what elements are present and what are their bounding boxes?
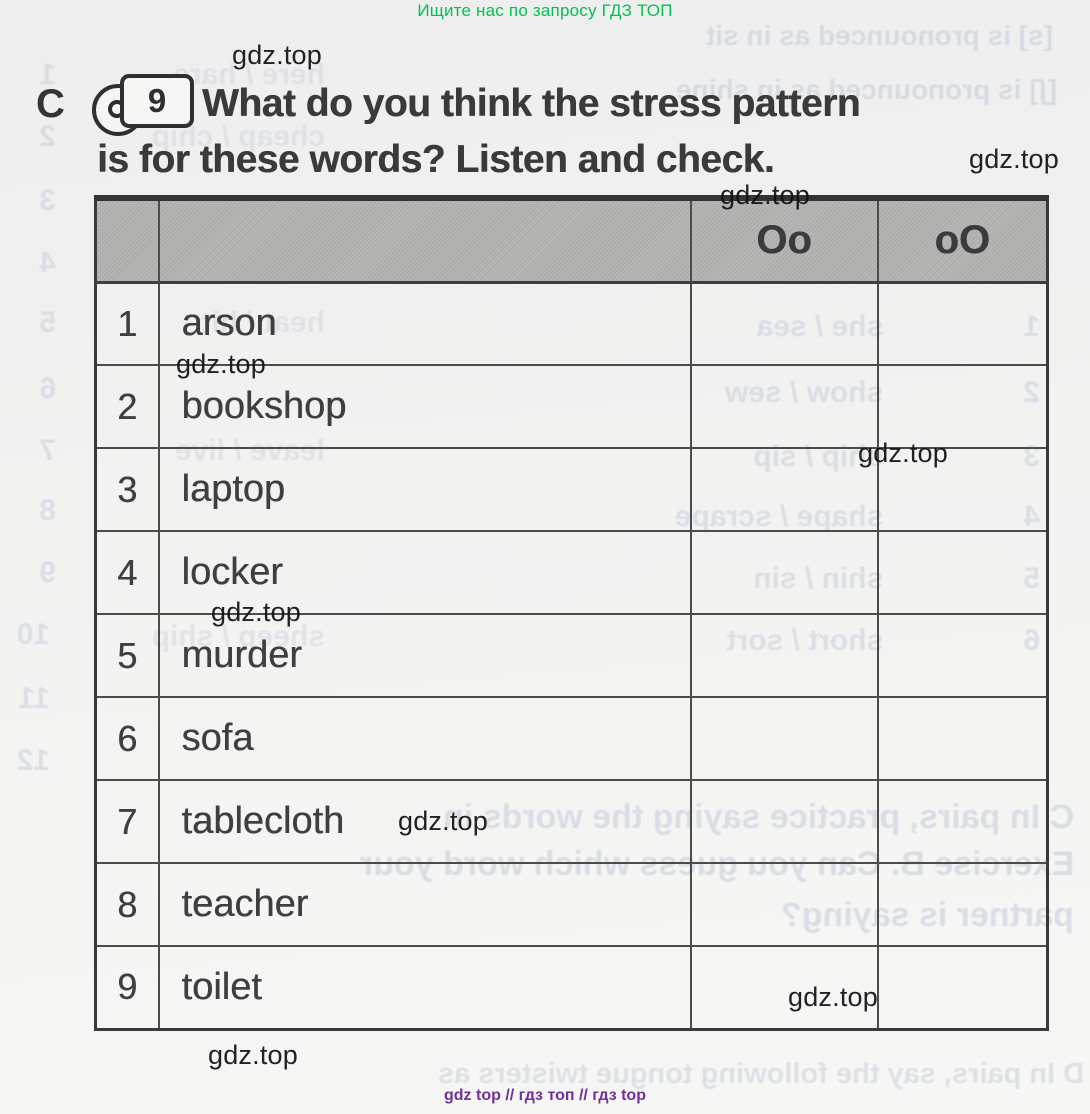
row-word: locker xyxy=(157,530,692,615)
cell-oO xyxy=(876,530,1049,615)
row-word: sofa xyxy=(157,696,692,781)
header-cell-oo: Oo xyxy=(689,197,879,284)
cell-oo xyxy=(689,364,879,449)
table-row: 9 toilet xyxy=(94,945,1049,1030)
row-word: murder xyxy=(157,613,692,698)
cell-oo xyxy=(689,530,879,615)
cell-oO xyxy=(876,281,1049,366)
bleed-left-number: 4 xyxy=(39,246,56,279)
table-row: 6 sofa xyxy=(94,696,1049,781)
bleed-left-number: 11 xyxy=(18,682,50,715)
watermark-gdztop: gdz.top xyxy=(858,438,948,468)
table-row: 8 teacher xyxy=(94,862,1049,947)
row-number: 3 xyxy=(94,447,160,532)
bleed-left-number: 7 xyxy=(39,434,56,467)
bleed-left-number: 9 xyxy=(39,556,56,589)
promo-banner: Ищите нас по запросу ГДЗ ТОП xyxy=(417,1,673,20)
bleed-left-number: 6 xyxy=(39,372,56,405)
table-row: 4 locker xyxy=(94,530,1049,615)
table-row: 3 laptop xyxy=(94,447,1049,532)
header-cell-oO: oO xyxy=(876,197,1049,284)
watermark-gdztop: gdz.top xyxy=(788,982,878,1012)
cell-oo xyxy=(689,447,879,532)
row-number: 6 xyxy=(94,696,160,781)
cell-oO xyxy=(876,364,1049,449)
exercise-title-line2: is for these words? Listen and check. xyxy=(97,138,775,181)
row-number: 2 xyxy=(94,364,160,449)
bleed-left-number: 12 xyxy=(16,744,50,777)
watermark-gdztop: gdz.top xyxy=(211,597,301,627)
bleed-left-number: 8 xyxy=(39,494,56,527)
cell-oo xyxy=(689,613,879,698)
row-number: 4 xyxy=(94,530,160,615)
row-number: 9 xyxy=(94,945,160,1030)
watermark-gdztop: gdz.top xyxy=(398,806,488,836)
watermark-gdztop: gdz.top xyxy=(208,1040,298,1070)
bleed-left-number: 3 xyxy=(39,184,56,217)
cell-oO xyxy=(876,779,1049,864)
cell-oO xyxy=(876,862,1049,947)
watermark-gdztop: gdz.top xyxy=(969,144,1059,174)
header-cell-word xyxy=(157,197,692,284)
row-word: laptop xyxy=(157,447,692,532)
site-footer: gdz top // гдз топ // гдз top xyxy=(444,1087,646,1104)
cell-oO xyxy=(876,447,1049,532)
cell-oo xyxy=(689,696,879,781)
stress-pattern-table: Oo oO 1 arson 2 bookshop 3 laptop 4 xyxy=(94,195,1049,1031)
cell-oo xyxy=(689,862,879,947)
row-word: bookshop xyxy=(157,364,692,449)
row-number: 1 xyxy=(94,281,160,366)
table-header-row: Oo oO xyxy=(94,197,1049,284)
cell-oO xyxy=(876,696,1049,781)
cell-oo xyxy=(689,945,879,1030)
watermark-gdztop: gdz.top xyxy=(232,40,322,70)
cell-oo xyxy=(689,779,879,864)
row-word: arson xyxy=(157,281,692,366)
table-row: 7 tablecloth xyxy=(94,779,1049,864)
table-row: 2 bookshop xyxy=(94,364,1049,449)
track-number-badge: 9 xyxy=(120,74,194,128)
cell-oO xyxy=(876,945,1049,1030)
bleed-left-number: 5 xyxy=(39,306,56,339)
row-word: teacher xyxy=(157,862,692,947)
table-row: 5 murder xyxy=(94,613,1049,698)
cell-oo xyxy=(689,281,879,366)
row-word: tablecloth xyxy=(157,779,692,864)
watermark-gdztop: gdz.top xyxy=(176,349,266,379)
bleed-heading-1: [s] is pronounced as in sit xyxy=(706,20,1053,51)
row-number: 7 xyxy=(94,779,160,864)
row-number: 8 xyxy=(94,862,160,947)
exercise-title-line1: What do you think the stress pattern xyxy=(202,82,861,125)
cell-oO xyxy=(876,613,1049,698)
table-row: 1 arson xyxy=(94,281,1049,366)
row-number: 5 xyxy=(94,613,160,698)
audio-track-icon: 9 xyxy=(92,74,198,138)
watermark-gdztop: gdz.top xyxy=(720,180,810,210)
header-cell-number xyxy=(94,197,160,284)
section-letter: C xyxy=(36,82,65,126)
row-word: toilet xyxy=(157,945,692,1030)
bleed-left-number: 10 xyxy=(16,618,50,651)
